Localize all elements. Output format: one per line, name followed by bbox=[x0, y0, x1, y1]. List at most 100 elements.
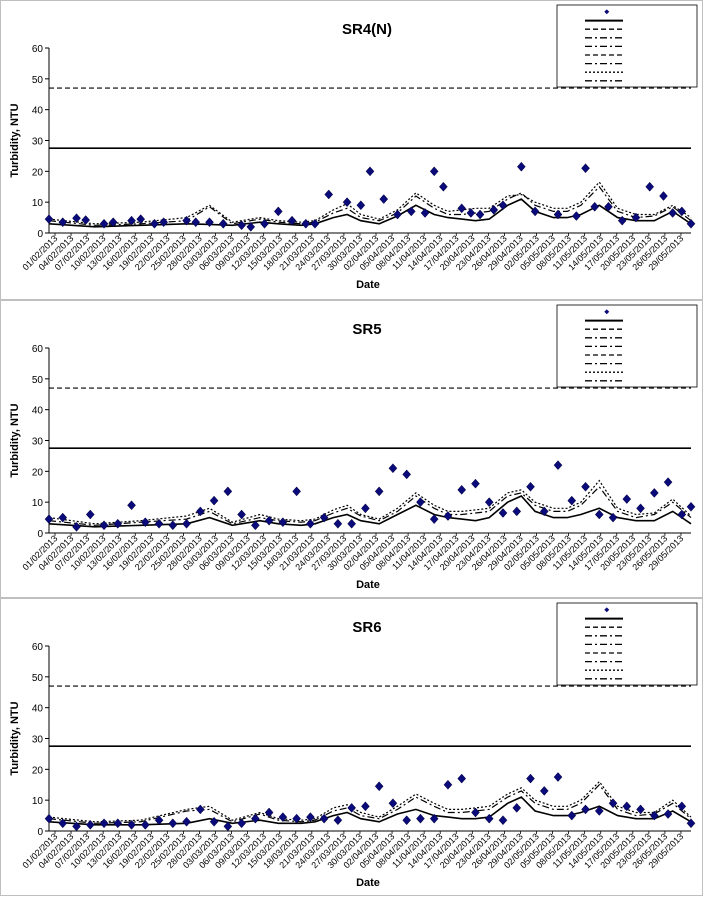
data-point bbox=[489, 204, 499, 215]
series-line bbox=[48, 780, 692, 823]
data-point bbox=[636, 503, 645, 514]
x-axis-title: Date bbox=[356, 877, 380, 889]
data-point bbox=[168, 818, 178, 829]
chart-panel: SR4(N) 0 10 20 30 40 50 60 Turbidity, NTU 01/02/2… bbox=[0, 0, 703, 300]
data-point bbox=[512, 802, 522, 813]
data-point bbox=[539, 786, 549, 796]
data-point bbox=[99, 818, 109, 829]
chart-panel: SR6 0 10 20 30 40 50 60 Turbidity, NTU 01/02/2013… bbox=[0, 598, 703, 896]
legend bbox=[556, 304, 698, 388]
y-tick-label: 40 bbox=[32, 406, 44, 417]
data-point bbox=[677, 206, 687, 217]
y-tick-label: 30 bbox=[32, 735, 44, 746]
data-point bbox=[457, 773, 467, 784]
data-point bbox=[81, 215, 91, 225]
data-point bbox=[617, 215, 627, 226]
data-point bbox=[484, 813, 494, 824]
data-point bbox=[237, 509, 246, 520]
data-point bbox=[85, 509, 95, 520]
data-point bbox=[278, 812, 288, 823]
data-point bbox=[645, 181, 655, 192]
data-point bbox=[154, 815, 164, 826]
data-point bbox=[356, 200, 366, 211]
data-point bbox=[572, 211, 581, 221]
data-point bbox=[420, 208, 430, 218]
y-tick-label: 60 bbox=[32, 642, 44, 653]
data-point bbox=[365, 166, 375, 177]
y-tick-label: 10 bbox=[32, 498, 44, 509]
data-point bbox=[663, 477, 673, 488]
data-point bbox=[608, 512, 618, 523]
data-point bbox=[306, 518, 315, 529]
x-axis-title: Date bbox=[356, 579, 380, 591]
data-point bbox=[402, 469, 412, 480]
y-tick-label: 40 bbox=[32, 704, 44, 715]
data-point bbox=[677, 509, 687, 520]
data-point bbox=[168, 520, 178, 531]
data-point bbox=[237, 818, 246, 829]
data-point bbox=[512, 506, 522, 517]
data-point bbox=[237, 220, 246, 231]
data-point bbox=[150, 218, 159, 229]
data-point bbox=[636, 804, 645, 815]
data-point bbox=[429, 813, 439, 824]
data-point bbox=[264, 515, 274, 526]
legend bbox=[556, 4, 698, 88]
data-point bbox=[443, 779, 453, 790]
y-tick-label: 20 bbox=[32, 467, 44, 478]
data-point bbox=[205, 217, 214, 228]
data-point bbox=[260, 218, 269, 229]
data-point bbox=[292, 486, 301, 497]
chart-panel: SR5 0 10 20 30 40 50 60 Turbidity, NTU 01/02/2013… bbox=[0, 300, 703, 598]
data-point bbox=[154, 518, 164, 529]
data-point bbox=[127, 819, 136, 830]
data-point bbox=[677, 801, 687, 812]
data-point bbox=[223, 486, 233, 497]
data-point bbox=[416, 813, 425, 824]
data-point bbox=[466, 208, 476, 218]
x-axis-title: Date bbox=[356, 279, 380, 291]
data-point bbox=[113, 818, 123, 829]
data-point bbox=[72, 213, 81, 224]
data-point bbox=[686, 218, 696, 229]
data-point bbox=[649, 488, 659, 498]
data-point bbox=[604, 201, 613, 212]
data-point bbox=[530, 206, 540, 217]
data-point bbox=[195, 506, 205, 517]
data-point bbox=[159, 217, 168, 228]
data-point bbox=[209, 495, 219, 506]
legend bbox=[556, 602, 698, 686]
data-point bbox=[406, 206, 416, 217]
data-point bbox=[99, 218, 109, 229]
data-point bbox=[209, 816, 219, 827]
data-point bbox=[347, 802, 356, 813]
chart-title: SR5 bbox=[352, 321, 381, 338]
data-point bbox=[631, 212, 641, 223]
data-point bbox=[58, 512, 68, 523]
data-point bbox=[429, 514, 439, 525]
y-tick-label: 50 bbox=[32, 75, 44, 86]
data-point bbox=[218, 218, 228, 229]
data-point bbox=[136, 214, 146, 225]
data-point bbox=[374, 781, 384, 792]
y-tick-label: 20 bbox=[32, 765, 44, 776]
data-point bbox=[191, 217, 201, 228]
data-point bbox=[324, 189, 334, 200]
data-point bbox=[374, 486, 384, 497]
y-axis-title: Turbidity, NTU bbox=[9, 403, 21, 477]
data-point bbox=[306, 812, 315, 823]
legend-box bbox=[556, 602, 698, 686]
chart-title: SR4(N) bbox=[342, 21, 392, 38]
data-point bbox=[72, 821, 81, 832]
data-point bbox=[622, 494, 632, 504]
y-tick-label: 0 bbox=[37, 229, 43, 240]
data-point bbox=[127, 500, 136, 511]
chart-title: SR6 bbox=[352, 619, 381, 636]
y-tick-label: 10 bbox=[32, 198, 44, 209]
data-point bbox=[608, 798, 618, 809]
data-point bbox=[195, 804, 205, 815]
